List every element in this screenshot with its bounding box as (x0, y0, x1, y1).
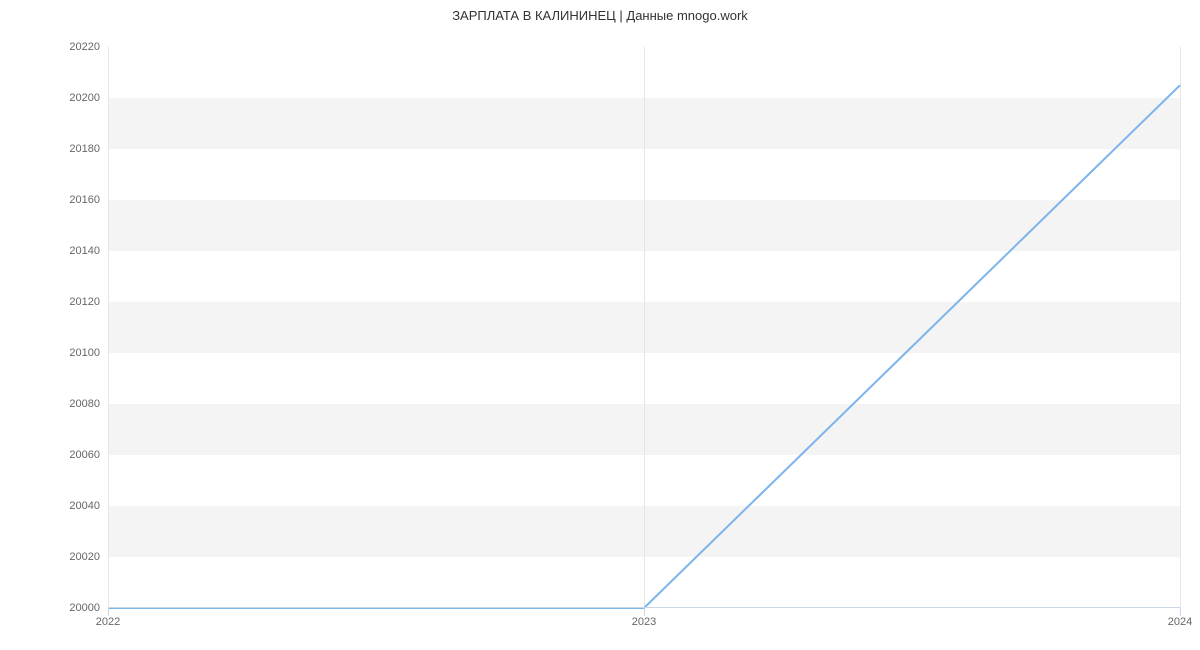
x-axis-label: 2023 (632, 616, 656, 628)
x-tick (644, 608, 645, 616)
x-tick (108, 608, 109, 616)
y-axis-label: 20140 (69, 245, 100, 257)
x-axis-label: 2024 (1168, 616, 1192, 628)
y-axis-label: 20160 (69, 194, 100, 206)
y-axis-label: 20060 (69, 449, 100, 461)
x-tick (1180, 608, 1181, 616)
y-axis-label: 20100 (69, 347, 100, 359)
y-axis-label: 20040 (69, 500, 100, 512)
y-axis-label: 20200 (69, 92, 100, 104)
chart-container: ЗАРПЛАТА В КАЛИНИНЕЦ | Данные mnogo.work… (0, 0, 1200, 650)
y-axis-label: 20080 (69, 398, 100, 410)
y-axis-label: 20020 (69, 551, 100, 563)
y-axis-label: 20220 (69, 41, 100, 53)
y-axis-label: 20180 (69, 143, 100, 155)
chart-title: ЗАРПЛАТА В КАЛИНИНЕЦ | Данные mnogo.work (0, 8, 1200, 23)
plot-area: 2000020020200402006020080201002012020140… (108, 47, 1180, 608)
x-gridline (1180, 47, 1181, 608)
series-line (108, 85, 1180, 608)
line-series (108, 47, 1180, 608)
y-axis-label: 20120 (69, 296, 100, 308)
x-axis-label: 2022 (96, 616, 120, 628)
y-axis-label: 20000 (69, 602, 100, 614)
